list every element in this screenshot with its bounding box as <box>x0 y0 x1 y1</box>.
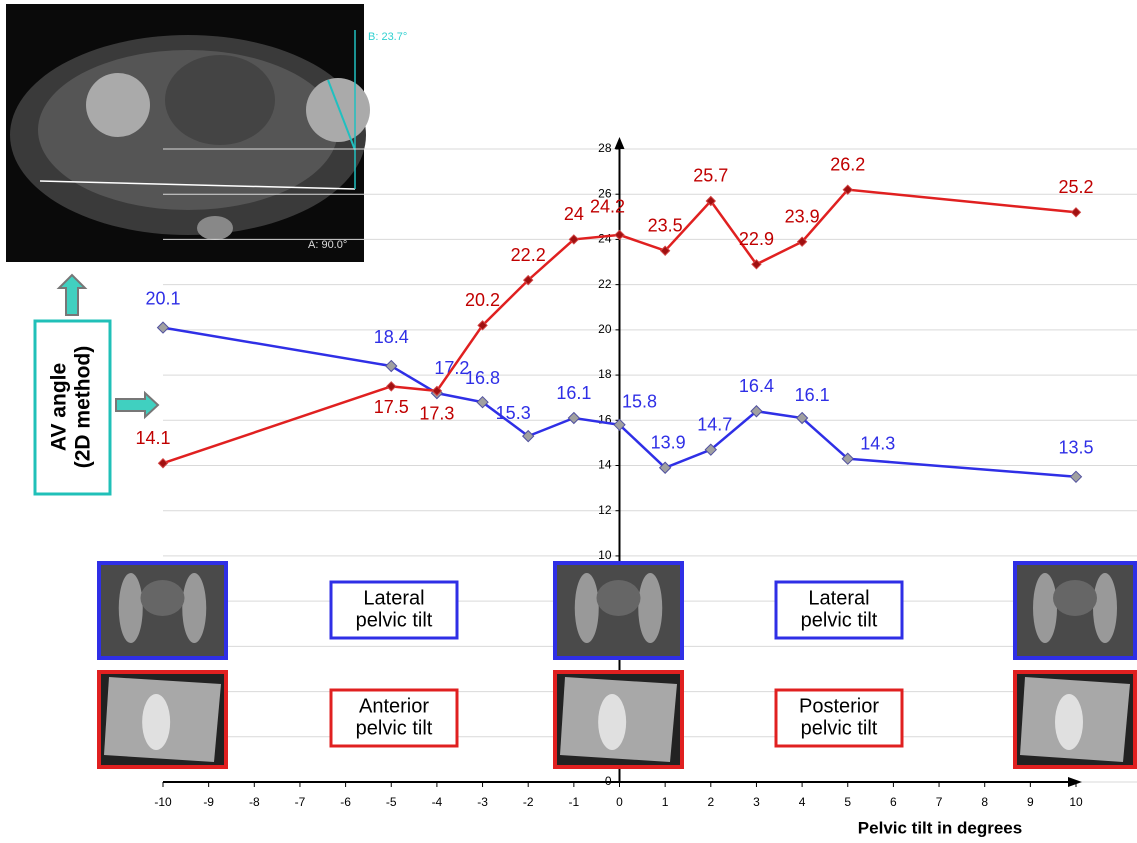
data-label: 26.2 <box>830 154 865 174</box>
x-tick-label: -2 <box>523 795 534 809</box>
thumb-body <box>141 580 185 616</box>
thumb-bone <box>142 694 170 750</box>
x-tick-label: -4 <box>432 795 443 809</box>
x-tick-label: 9 <box>1027 795 1034 809</box>
data-point <box>615 230 624 239</box>
y-axis-arrow <box>615 137 625 149</box>
thumb-bone <box>119 573 143 643</box>
y-tick-label: 22 <box>598 277 612 291</box>
y-label: AV angle <box>48 363 71 451</box>
data-label: 13.9 <box>651 433 686 453</box>
coronal-thumbnail <box>1015 563 1135 658</box>
data-point <box>158 322 169 333</box>
data-label: 15.3 <box>496 403 531 423</box>
y-tick-label: 18 <box>598 367 612 381</box>
annotation-text: pelvic tilt <box>356 717 433 739</box>
data-label: 23.5 <box>648 215 683 235</box>
x-tick-label: -9 <box>203 795 214 809</box>
thumb-bone <box>1033 573 1057 643</box>
data-label: 22.9 <box>739 229 774 249</box>
x-tick-label: -7 <box>295 795 306 809</box>
coronal-thumbnail <box>555 563 682 658</box>
x-tick-label: 3 <box>753 795 760 809</box>
x-tick-label: 6 <box>890 795 897 809</box>
data-label: 24 <box>564 204 584 224</box>
sagittal-thumbnail <box>555 672 682 767</box>
x-label: Pelvic tilt in degrees <box>858 818 1022 837</box>
thumb-bone <box>598 694 626 750</box>
ct-image: B: 23.7° A: 90.0° <box>6 4 407 262</box>
x-tick-label: 8 <box>981 795 988 809</box>
thumb-bone <box>182 573 206 643</box>
x-tick-label: 4 <box>799 795 806 809</box>
x-tick-label: -10 <box>154 795 172 809</box>
data-point <box>387 382 396 391</box>
data-label: 16.8 <box>465 368 500 388</box>
data-label: 14.3 <box>860 433 895 453</box>
chart: B: 23.7° A: 90.0° AV angle (2D method) P… <box>0 0 1137 843</box>
y-tick-label: 10 <box>598 548 612 562</box>
image-label: B: 23.7° <box>368 31 407 43</box>
y-label: (2D method) <box>72 346 95 469</box>
data-label: 24.2 <box>590 197 625 217</box>
coronal-thumbnail <box>99 563 226 658</box>
x-tick-label: 1 <box>662 795 669 809</box>
data-label: 15.8 <box>622 392 657 412</box>
data-label: 20.1 <box>145 288 180 308</box>
thumb-bone <box>1055 694 1083 750</box>
data-label: 14.1 <box>135 428 170 448</box>
x-tick-label: -6 <box>340 795 351 809</box>
x-tick-label: -3 <box>477 795 488 809</box>
annotation-text: Anterior <box>359 695 429 717</box>
data-label: 22.2 <box>511 245 546 265</box>
data-label: 20.2 <box>465 290 500 310</box>
data-point <box>1072 208 1081 217</box>
data-point <box>159 459 168 468</box>
thumb-bone <box>638 573 662 643</box>
data-label: 25.7 <box>693 166 728 186</box>
annotation-text: Lateral <box>363 587 424 609</box>
data-point <box>1071 471 1082 482</box>
x-tick-label: 7 <box>936 795 943 809</box>
x-tick-label: 10 <box>1069 795 1083 809</box>
data-label: 18.4 <box>374 327 409 347</box>
data-point <box>568 413 579 424</box>
sagittal-thumbnail <box>1015 672 1135 767</box>
annotation-text: pelvic tilt <box>801 609 878 631</box>
thumb-body <box>597 580 641 616</box>
x-axis-arrow <box>1068 777 1082 787</box>
data-label: 14.7 <box>697 414 732 434</box>
annotation-text: pelvic tilt <box>801 717 878 739</box>
x-tick-label: -8 <box>249 795 260 809</box>
data-label: 23.9 <box>785 206 820 226</box>
sagittal-thumbnail <box>99 672 226 767</box>
y-tick-label: 12 <box>598 503 612 517</box>
data-label: 16.1 <box>556 383 591 403</box>
data-label: 16.4 <box>739 376 774 396</box>
data-label: 17.3 <box>419 404 454 424</box>
data-label: 13.5 <box>1058 438 1093 458</box>
y-tick-label: 24 <box>598 232 612 246</box>
y-tick-label: 28 <box>598 141 612 155</box>
data-label: 25.2 <box>1058 177 1093 197</box>
x-tick-label: -1 <box>569 795 580 809</box>
annotation-text: Lateral <box>808 587 869 609</box>
x-tick-label: 5 <box>844 795 851 809</box>
y-tick-label: 14 <box>598 458 612 472</box>
annotation-text: pelvic tilt <box>356 609 433 631</box>
x-tick-label: 2 <box>707 795 714 809</box>
thumb-bone <box>575 573 599 643</box>
thumb-bone <box>1093 573 1117 643</box>
image-label: A: 90.0° <box>308 239 347 251</box>
data-point <box>386 361 397 372</box>
y-tick-label: 20 <box>598 322 612 336</box>
data-label: 17.5 <box>374 397 409 417</box>
x-tick-label: 0 <box>616 795 623 809</box>
x-tick-label: -5 <box>386 795 397 809</box>
annotation-text: Posterior <box>799 695 879 717</box>
data-label: 16.1 <box>795 385 830 405</box>
thumb-body <box>1053 580 1097 616</box>
